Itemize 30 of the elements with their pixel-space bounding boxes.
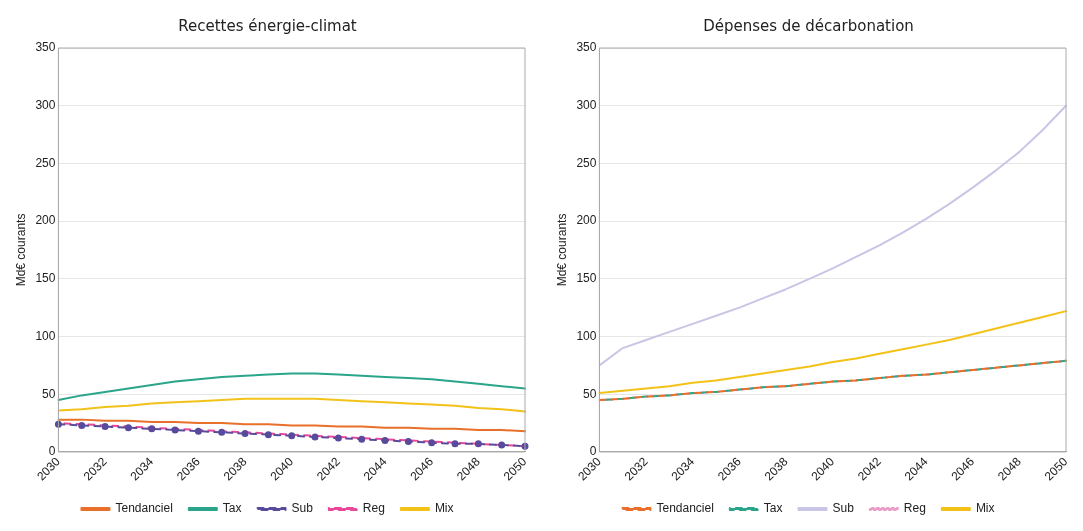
legend-label: Tendanciel — [115, 501, 173, 516]
y-tick-label: 300 — [35, 98, 56, 113]
y-tick-label: 150 — [35, 271, 56, 286]
y-tick-label: 350 — [576, 40, 597, 55]
y-tick-label: 200 — [35, 213, 56, 228]
legend-label: Reg — [903, 501, 926, 516]
chart-title: Dépenses de décarbonation — [703, 16, 914, 35]
legend-label: Reg — [362, 501, 385, 516]
y-tick-label: 100 — [35, 328, 56, 343]
legend-label: Mix — [434, 501, 454, 516]
legend-label: Sub — [832, 501, 855, 516]
legend-label: Tax — [222, 501, 242, 516]
y-tick-label: 150 — [576, 271, 597, 286]
y-tick-label: 250 — [576, 155, 597, 170]
legend-label: Sub — [291, 501, 314, 516]
legend-label: Tendanciel — [656, 501, 714, 516]
y-tick-label: 250 — [35, 155, 56, 170]
y-tick-label: 50 — [583, 386, 597, 401]
y-tick-label: 350 — [35, 40, 56, 55]
y-axis-title: Md€ courants — [554, 213, 569, 287]
y-tick-label: 0 — [589, 444, 597, 459]
legend-label: Tax — [763, 501, 783, 516]
legend-label: Mix — [975, 501, 995, 516]
y-tick-label: 300 — [576, 98, 597, 113]
y-tick-label: 200 — [576, 213, 597, 228]
y-tick-label: 50 — [42, 386, 56, 401]
y-tick-label: 100 — [576, 328, 597, 343]
y-tick-label: 0 — [48, 444, 56, 459]
chart-title: Recettes énergie-climat — [178, 16, 357, 35]
y-axis-title: Md€ courants — [13, 213, 28, 287]
